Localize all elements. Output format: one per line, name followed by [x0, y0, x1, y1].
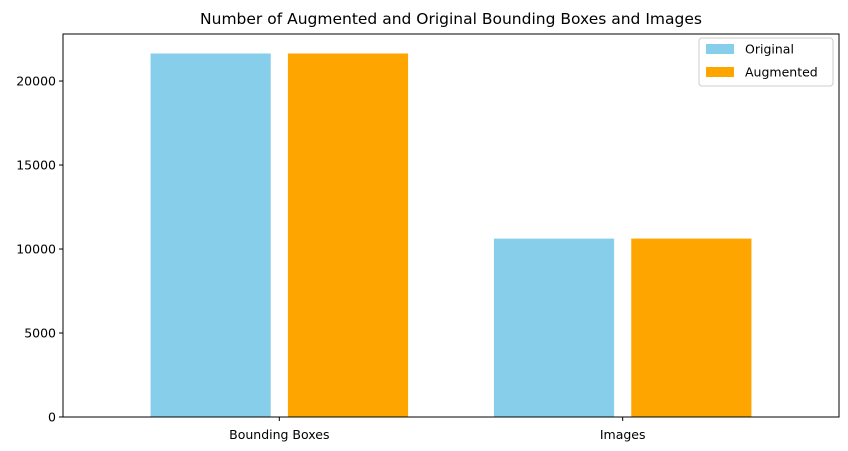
chart-title: Number of Augmented and Original Boundin…: [200, 10, 702, 28]
y-tick-label: 15000: [16, 158, 56, 173]
y-tick-label: 10000: [16, 242, 56, 257]
legend-label-augmented: Augmented: [745, 65, 818, 80]
y-tick-label: 20000: [16, 74, 56, 89]
bar-original-bounding-boxes: [150, 53, 271, 418]
legend-swatch-augmented: [706, 67, 734, 77]
legend-label-original: Original: [745, 42, 794, 57]
bars-group: [150, 53, 752, 418]
plot-frame: [62, 33, 840, 418]
bar-augmented-images: [631, 238, 752, 417]
bar-original-images: [493, 238, 615, 417]
x-tick-label-bounding-boxes: Bounding Boxes: [229, 427, 329, 442]
bar-augmented-bounding-boxes: [287, 53, 409, 418]
x-tick-label-images: Images: [600, 427, 646, 442]
legend-swatch-original: [706, 44, 734, 54]
x-axis: Bounding Boxes Images: [229, 417, 646, 442]
legend: Original Augmented: [698, 37, 834, 87]
y-axis: 0 5000 10000 15000 20000: [16, 74, 63, 425]
y-tick-label: 5000: [24, 326, 56, 341]
y-tick-label: 0: [48, 410, 56, 425]
